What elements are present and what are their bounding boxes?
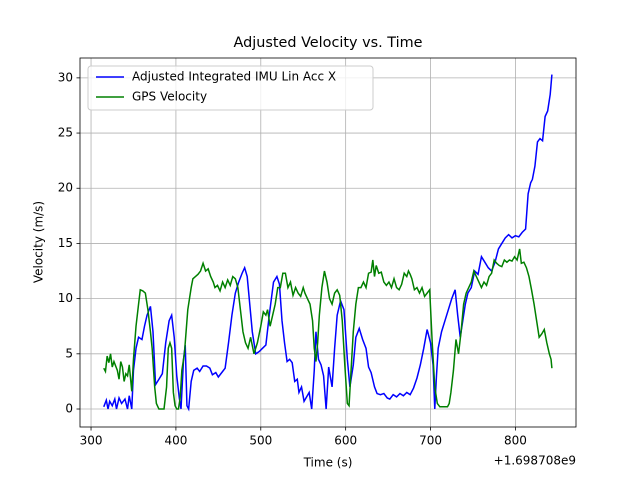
y-tick-label: 0 [65, 402, 73, 416]
x-tick-label: 500 [249, 434, 272, 448]
y-tick-label: 15 [58, 236, 73, 250]
data-line [103, 248, 553, 410]
data-line [103, 74, 553, 412]
y-axis-label: Velocity (m/s) [32, 201, 46, 283]
y-tick-label: 10 [58, 291, 73, 305]
x-tick-label: 300 [80, 434, 103, 448]
x-offset-label: +1.698708e9 [494, 454, 576, 468]
x-tick-label: 400 [164, 434, 187, 448]
x-tick-label: 800 [504, 434, 527, 448]
y-tick-label: 20 [58, 181, 73, 195]
legend-box [87, 65, 374, 111]
y-tick-label: 5 [65, 346, 73, 360]
y-tick-label: 30 [58, 70, 73, 84]
y-tick-label: 25 [58, 126, 73, 140]
axes-frame [79, 57, 577, 428]
legend-label: Adjusted Integrated IMU Lin Acc X [132, 70, 336, 84]
x-axis-label: Time (s) [303, 456, 353, 470]
x-tick-label: 600 [334, 434, 357, 448]
x-tick-label: 700 [419, 434, 442, 448]
chart-title: Adjusted Velocity vs. Time [234, 35, 423, 51]
legend-label: GPS Velocity [132, 90, 207, 104]
